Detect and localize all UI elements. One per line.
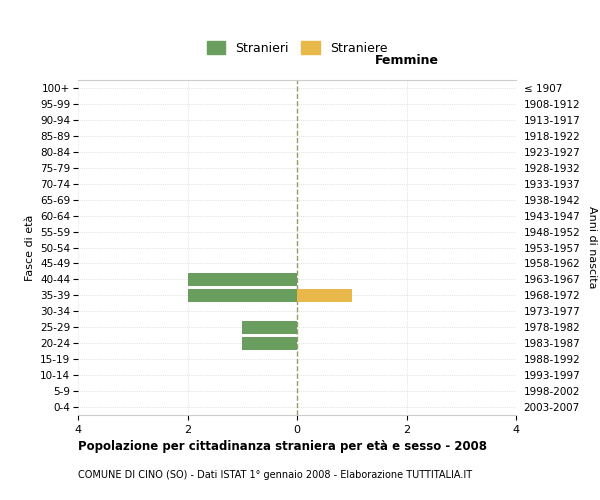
- Bar: [242, 337, 297, 349]
- Bar: [187, 289, 297, 302]
- Text: COMUNE DI CINO (SO) - Dati ISTAT 1° gennaio 2008 - Elaborazione TUTTITALIA.IT: COMUNE DI CINO (SO) - Dati ISTAT 1° genn…: [78, 470, 472, 480]
- Bar: [242, 321, 297, 334]
- Text: Popolazione per cittadinanza straniera per età e sesso - 2008: Popolazione per cittadinanza straniera p…: [78, 440, 487, 453]
- Y-axis label: Fasce di età: Fasce di età: [25, 214, 35, 280]
- Text: Femmine: Femmine: [374, 54, 439, 66]
- Y-axis label: Anni di nascita: Anni di nascita: [587, 206, 597, 289]
- Bar: [187, 273, 297, 286]
- Legend: Stranieri, Straniere: Stranieri, Straniere: [202, 36, 392, 60]
- Bar: [297, 289, 352, 302]
